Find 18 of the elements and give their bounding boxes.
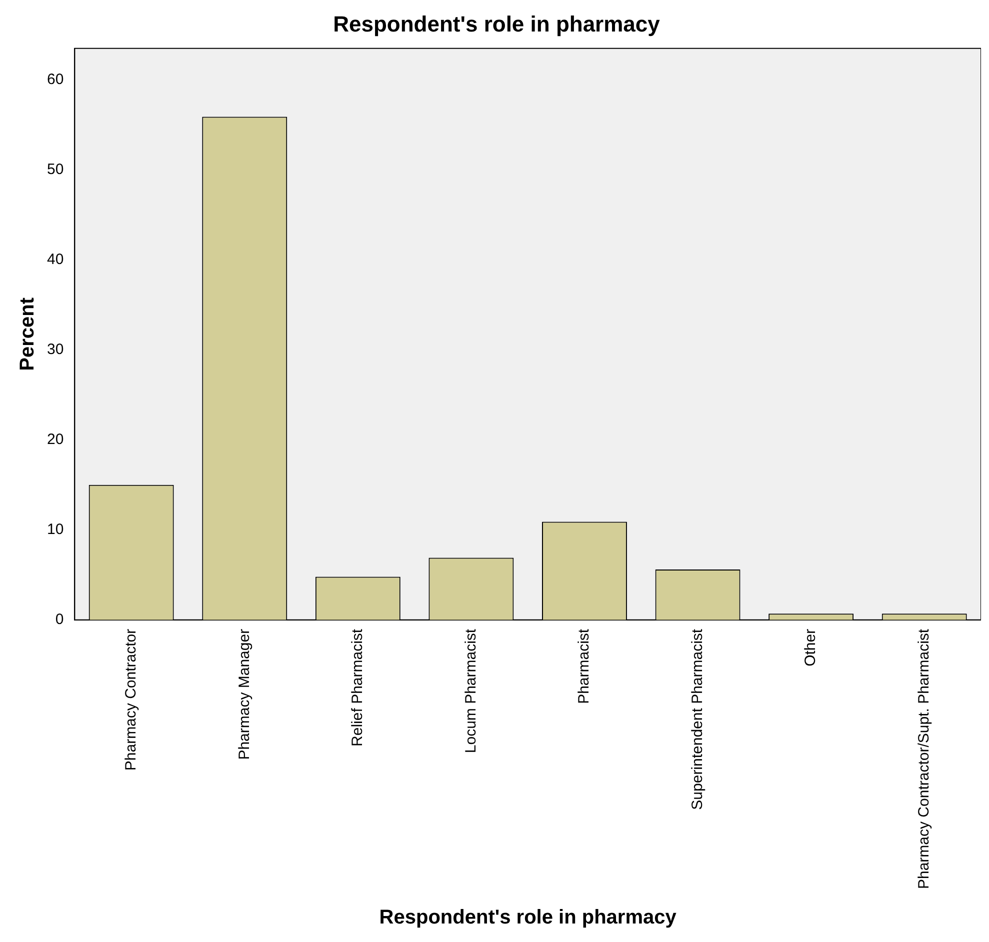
y-tick-label: 30 (46, 341, 64, 358)
y-tick-label: 20 (46, 431, 64, 448)
y-tick-label: 0 (55, 611, 64, 628)
x-tick-label: Pharmacy Contractor (122, 628, 140, 771)
x-tick-label: Pharmacy Manager (236, 628, 253, 760)
y-tick-label: 50 (46, 161, 64, 178)
x-tick-label: Relief Pharmacist (349, 628, 366, 746)
x-tick-label: Locum Pharmacist (462, 628, 480, 754)
y-axis-title: Percent (16, 297, 39, 371)
y-tick-label: 10 (46, 521, 64, 538)
x-axis-title: Respondent's role in pharmacy (379, 906, 678, 929)
y-tick-label: 40 (46, 251, 64, 268)
chart-title: Respondent's role in pharmacy (333, 11, 661, 36)
y-tick-label: 60 (46, 71, 64, 88)
x-tick-label: Superintendent Pharmacist (688, 628, 706, 810)
x-tick-label: Pharmacy Contractor/Supt. Pharmacist (915, 628, 932, 890)
x-tick-label: Other (802, 628, 820, 666)
x-tick-label: Pharmacist (576, 628, 593, 704)
